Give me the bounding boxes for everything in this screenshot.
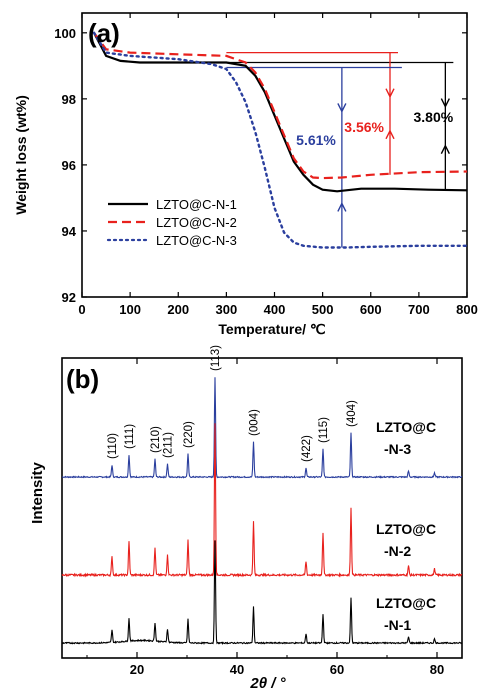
legend-label: LZTO@C-N-3 xyxy=(156,233,237,248)
panel-label-a: (a) xyxy=(88,18,120,48)
panel-b: 20 40 60 80 (110) (111) (210) (211) (220)(113)(… xyxy=(29,345,463,690)
x-tick-label-b: 40 xyxy=(230,662,244,677)
x-tick-label-b: 60 xyxy=(330,662,344,677)
y-tick-label-a: 98 xyxy=(62,92,76,107)
sample-label-line2: -N-1 xyxy=(384,617,411,633)
peak-label: (210) xyxy=(150,426,162,453)
panel-label-b: (b) xyxy=(66,364,99,394)
xrd-pattern-LZTO@C-N-3 xyxy=(61,377,463,479)
arrowhead xyxy=(385,129,395,140)
series-line-LZTO@C-N-1 xyxy=(93,32,468,193)
x-tick-label-a: 700 xyxy=(408,302,430,317)
x-axis-label-a: Temperature/ ℃ xyxy=(218,321,326,337)
series-a xyxy=(92,31,469,249)
sample-label-line2: -N-2 xyxy=(384,543,411,559)
y-tick-label-a: 94 xyxy=(62,224,77,239)
peak-labels: (110) (111) (210) (211) (220) (113) (004) (422)… xyxy=(107,345,358,462)
y-tick-label-a: 96 xyxy=(62,158,76,173)
peak-label: (113) xyxy=(210,345,222,371)
x-tick-label-a: 100 xyxy=(119,302,141,317)
y-tick-label-a: 100 xyxy=(54,26,76,41)
arrowhead xyxy=(440,98,450,109)
peak-label: (211) xyxy=(163,432,175,458)
sample-label-line1: LZTO@C xyxy=(376,419,436,435)
peak-label: (404) xyxy=(346,400,358,427)
series-line-LZTO@C-N-3 xyxy=(92,31,469,249)
arrowhead xyxy=(385,88,395,99)
arrowhead xyxy=(337,201,347,212)
legend-label: LZTO@C-N-1 xyxy=(156,197,237,212)
x-tick-label-a: 600 xyxy=(360,302,382,317)
legend-label: LZTO@C-N-2 xyxy=(156,215,237,230)
peak-label: (115) xyxy=(318,417,330,443)
annotations-a: 3.80% 3.56% 5.61% xyxy=(226,51,454,248)
x-tick-label-b: 20 xyxy=(130,662,144,677)
sample-label-line1: LZTO@C xyxy=(376,595,436,611)
peak-label: (220) xyxy=(183,421,195,448)
x-tick-label-a: 200 xyxy=(167,302,189,317)
percent-label: 5.61% xyxy=(296,132,336,148)
arrowhead xyxy=(337,103,347,114)
arrowhead xyxy=(440,144,450,154)
peak-label: (422) xyxy=(301,435,313,462)
series-b xyxy=(61,377,463,646)
x-tick-label-a: 300 xyxy=(216,302,238,317)
sample-label-line1: LZTO@C xyxy=(376,521,436,537)
peak-label: (004) xyxy=(249,409,261,436)
x-axis-label-b: 2θ / ° xyxy=(249,675,286,690)
xrd-pattern-LZTO@C-N-2 xyxy=(61,423,463,578)
x-tick-label-a: 500 xyxy=(312,302,334,317)
x-tick-label-a: 0 xyxy=(78,302,85,317)
x-tick-label-b: 80 xyxy=(430,662,444,677)
x-tick-label-a: 800 xyxy=(456,302,478,317)
axes-a: 0 100 200 300 400 500 600 700 800 92 94 96 98 100 xyxy=(54,13,478,317)
percent-label: 3.80% xyxy=(413,109,453,125)
y-axis-label-a: Weight loss (wt%) xyxy=(13,95,29,215)
peak-label: (110) xyxy=(107,433,119,459)
panel-a: 0 100 200 300 400 500 600 700 800 92 94 96 98 100 3.8… xyxy=(13,12,478,337)
plot-frame-a xyxy=(81,12,468,298)
axes-b: 20 40 60 80 xyxy=(86,358,444,677)
sample-label-line2: -N-3 xyxy=(384,441,411,457)
legend-a: LZTO@C-N-1 LZTO@C-N-2 LZTO@C-N-3 xyxy=(106,197,237,248)
plot-frame-b xyxy=(61,357,463,659)
peak-label: (111) xyxy=(124,424,136,449)
series-line-LZTO@C-N-2 xyxy=(93,32,468,180)
y-axis-label-b: Intensity xyxy=(29,462,46,524)
xrd-pattern-LZTO@C-N-1 xyxy=(61,540,463,646)
sample-labels-b: LZTO@C -N-3 LZTO@C -N-2 LZTO@C -N-1 xyxy=(376,419,436,633)
y-tick-label-a: 92 xyxy=(62,290,76,305)
percent-label: 3.56% xyxy=(344,119,384,135)
x-tick-label-a: 400 xyxy=(264,302,286,317)
